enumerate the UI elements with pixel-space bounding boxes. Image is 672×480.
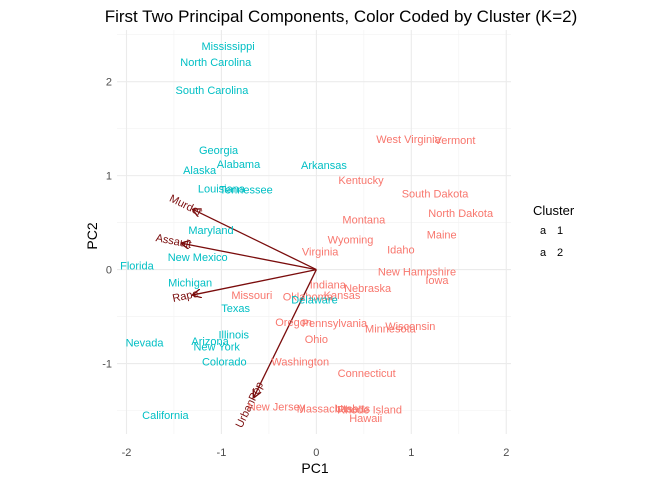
state-label: Tennessee [220, 185, 273, 197]
legend-entry-label: 2 [557, 247, 563, 259]
state-label: New York [193, 341, 240, 353]
state-label: Maryland [188, 225, 233, 237]
x-tick-label: 2 [503, 447, 509, 459]
state-label: Colorado [202, 357, 247, 369]
state-label: North Dakota [428, 208, 494, 220]
state-label: Louisiana [198, 184, 246, 196]
state-label: New Hampshire [378, 266, 456, 278]
legend: Cluster a 1a 2 [533, 203, 575, 259]
state-label: Pennsylvania [302, 318, 368, 330]
loading-label: Rape [171, 288, 199, 305]
state-label: Oklahoma [283, 292, 334, 304]
state-label: New Mexico [168, 252, 228, 264]
y-tick-label: 0 [106, 265, 112, 277]
loading-label: Assault [155, 232, 193, 251]
state-label: Wisconsin [385, 321, 435, 333]
x-axis-title: PC1 [301, 460, 328, 476]
state-label: Hawaii [349, 413, 382, 425]
state-label: Delaware [291, 294, 337, 306]
legend-title: Cluster [533, 203, 575, 218]
state-label: Michigan [168, 278, 212, 290]
state-label: Georgia [199, 145, 239, 157]
y-axis-ticks: -1 0 1 2 [102, 77, 112, 371]
loading-label: Murder [167, 193, 204, 219]
legend-key-glyph: a [540, 225, 547, 237]
state-label: Florida [120, 261, 155, 273]
state-label: New Jersey [248, 402, 306, 414]
state-label: Idaho [387, 245, 415, 257]
state-label: Texas [221, 303, 250, 315]
grid [117, 30, 511, 434]
state-label: Minnesota [365, 324, 417, 336]
state-label: Iowa [425, 275, 449, 287]
state-label: Kentucky [338, 175, 384, 187]
state-label: Indiana [310, 279, 347, 291]
state-label: Rhode Island [337, 404, 402, 416]
state-label: South Carolina [176, 85, 250, 97]
state-label: Alaska [183, 165, 217, 177]
state-label: Ohio [305, 334, 328, 346]
state-label: Mississippi [201, 41, 254, 53]
state-label: Connecticut [338, 368, 396, 380]
state-label: North Carolina [180, 57, 252, 69]
loading-arrow [193, 209, 317, 271]
state-label: West Virginia [376, 134, 441, 146]
y-tick-label: -1 [102, 359, 112, 371]
x-tick-label: -2 [122, 447, 132, 459]
legend-key-glyph: a [540, 247, 547, 259]
x-axis-ticks: -2 -1 0 1 2 [122, 447, 510, 459]
state-label: Kansas [324, 290, 361, 302]
loading-arrow [193, 268, 317, 295]
state-label: Nevada [126, 338, 165, 350]
state-label: Illinois [218, 329, 249, 341]
state-label: Missouri [231, 290, 272, 302]
state-label: Arkansas [301, 160, 347, 172]
loading-arrow [254, 269, 317, 398]
y-tick-label: 2 [106, 77, 112, 89]
y-axis-title: PC2 [84, 222, 100, 249]
y-tick-label: 1 [106, 171, 112, 183]
state-label: Utah [335, 403, 358, 415]
legend-entry-label: 1 [557, 225, 563, 237]
state-label: Arizona [191, 336, 229, 348]
state-label: Alabama [217, 159, 261, 171]
chart-title: First Two Principal Components, Color Co… [105, 7, 578, 26]
loading-arrow [182, 243, 317, 271]
state-label: Nebraska [344, 283, 392, 295]
x-tick-label: 1 [408, 447, 414, 459]
state-label: Virginia [302, 247, 339, 259]
state-label: Massachusetts [297, 403, 371, 415]
state-label: Washington [271, 357, 329, 369]
x-tick-label: 0 [313, 447, 319, 459]
state-label: Vermont [435, 135, 476, 147]
state-label: Maine [427, 230, 457, 242]
state-label: Oregon [275, 317, 312, 329]
state-label: California [142, 410, 189, 422]
state-label: Wyoming [328, 234, 374, 246]
state-label: South Dakota [402, 188, 470, 200]
state-label: Montana [342, 215, 386, 227]
x-tick-label: -1 [217, 447, 227, 459]
